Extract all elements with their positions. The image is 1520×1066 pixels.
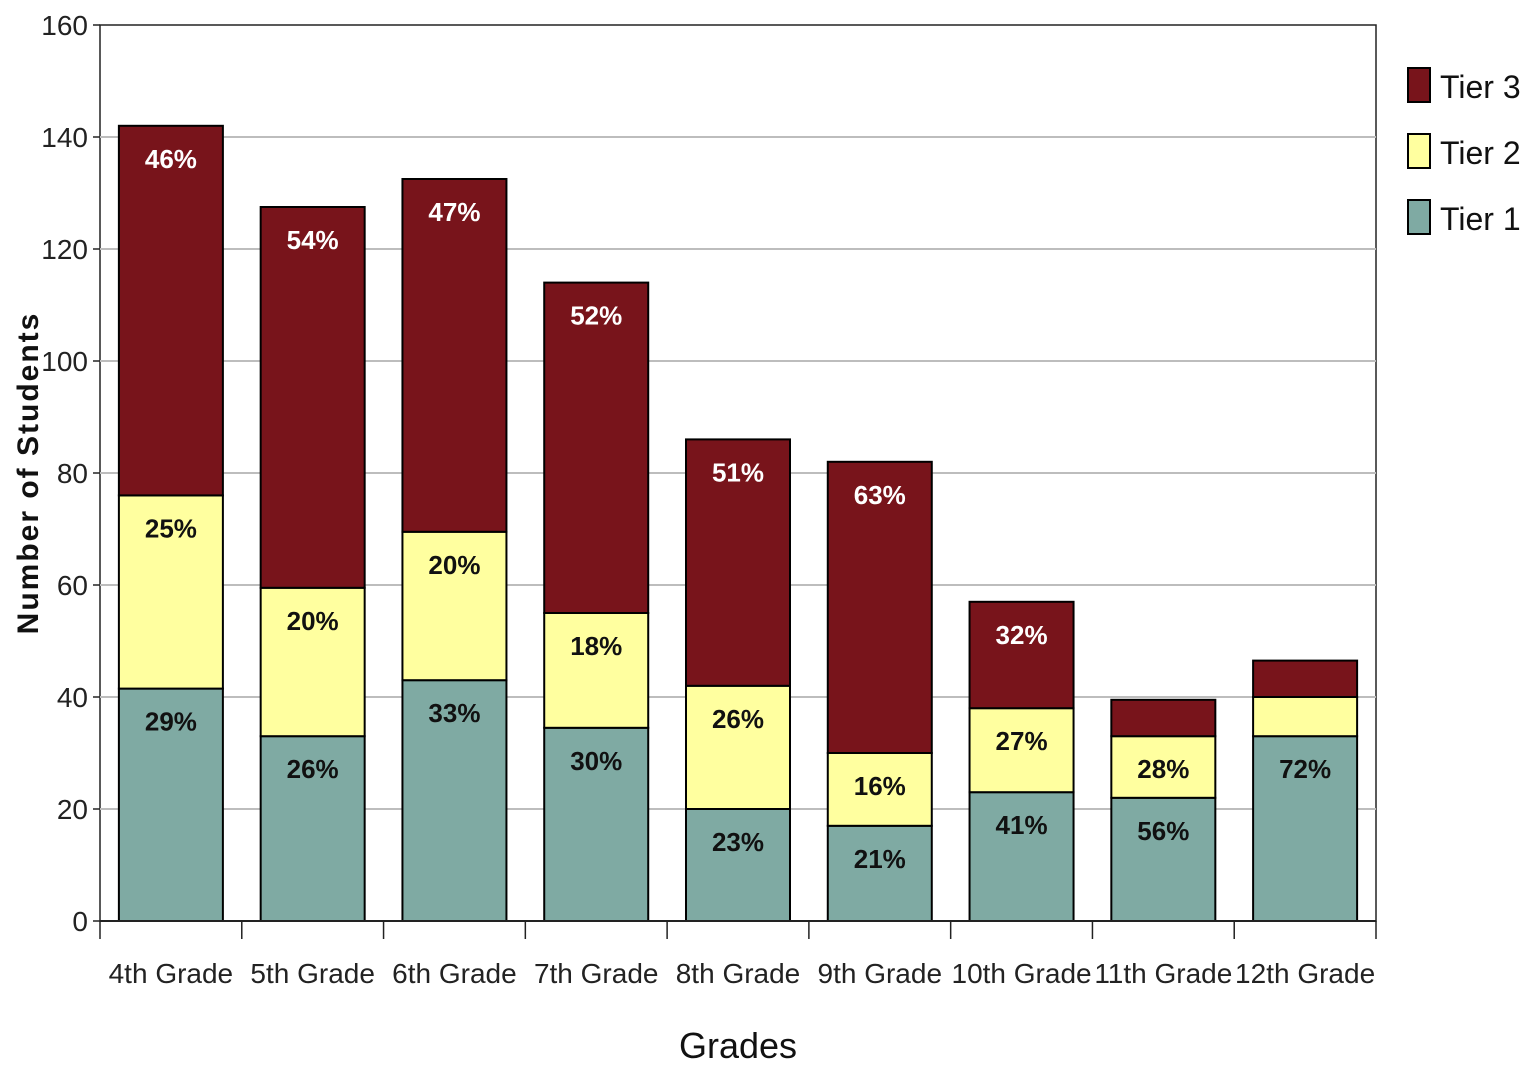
legend-swatch xyxy=(1407,67,1431,103)
bar-segment-tier-3 xyxy=(1110,698,1217,738)
bar-segment-tier-1 xyxy=(543,726,650,922)
bar-segment-tier-1 xyxy=(1110,796,1217,922)
legend-swatch xyxy=(1407,199,1431,235)
y-tick-label: 120 xyxy=(41,234,88,265)
x-tick-label: 4th Grade xyxy=(109,958,234,989)
data-label: 30% xyxy=(570,746,622,776)
bars xyxy=(117,124,1359,923)
data-label: 63% xyxy=(854,480,906,510)
x-tick-label: 12th Grade xyxy=(1235,958,1375,989)
data-label: 20% xyxy=(428,550,480,580)
data-label: 16% xyxy=(854,771,906,801)
x-tick-label: 5th Grade xyxy=(250,958,375,989)
y-tick-label: 160 xyxy=(41,10,88,41)
data-label: 32% xyxy=(996,620,1048,650)
data-label: 27% xyxy=(996,726,1048,756)
x-axis-title: Grades xyxy=(679,1025,797,1066)
data-label: 29% xyxy=(145,707,197,737)
bar-segment-tier-1 xyxy=(117,687,224,922)
x-tick-label: 7th Grade xyxy=(534,958,659,989)
bar-segment-tier-2 xyxy=(117,494,224,690)
data-label: 18% xyxy=(570,631,622,661)
data-label: 33% xyxy=(428,698,480,728)
x-tick-label: 9th Grade xyxy=(818,958,943,989)
data-label: 56% xyxy=(1137,816,1189,846)
data-label: 20% xyxy=(287,606,339,636)
y-tick-label: 60 xyxy=(57,570,88,601)
data-label: 26% xyxy=(712,704,764,734)
data-label: 72% xyxy=(1279,754,1331,784)
x-tick-label: 10th Grade xyxy=(952,958,1092,989)
bar-segment-tier-1 xyxy=(685,808,791,922)
data-label: 21% xyxy=(854,844,906,874)
bar-segment-tier-2 xyxy=(685,684,791,810)
y-tick-label: 0 xyxy=(72,906,88,937)
bar-segment-tier-2 xyxy=(826,752,933,827)
legend-swatch xyxy=(1407,133,1431,169)
bar-segment-tier-2 xyxy=(259,586,366,738)
bar-segment-tier-3 xyxy=(685,438,791,687)
bar-segment-tier-3 xyxy=(826,460,933,754)
bar-segment-tier-3 xyxy=(1252,659,1359,698)
bar-segment-tier-1 xyxy=(401,679,508,923)
bar-segment-tier-2 xyxy=(968,707,1075,794)
data-label: 41% xyxy=(996,810,1048,840)
bar-segment-tier-2 xyxy=(1110,735,1217,799)
y-tick-label: 140 xyxy=(41,122,88,153)
y-tick-label: 80 xyxy=(57,458,88,489)
bar-segment-tier-1 xyxy=(259,735,366,923)
data-label: 26% xyxy=(287,754,339,784)
bar-segment-tier-3 xyxy=(543,281,650,614)
data-label: 51% xyxy=(712,457,764,487)
bar-segment-tier-2 xyxy=(401,530,508,682)
data-labels: 29% 25% 46% 26% 20% 54% 33% 20% 47% 30% 18% 52% 23% 2… xyxy=(145,144,1331,874)
data-label: 25% xyxy=(145,513,197,543)
data-label: 23% xyxy=(712,827,764,857)
data-label: 28% xyxy=(1137,754,1189,784)
legend-label: Tier 2 xyxy=(1440,135,1520,171)
legend-label: Tier 3 xyxy=(1440,69,1520,105)
bar-segment-tier-3 xyxy=(117,124,224,497)
axes: 0 20 40 60 80 100 120 140 160 4th Grade 5th Grade 6… xyxy=(12,10,1377,1066)
x-tick-label: 8th Grade xyxy=(676,958,801,989)
data-label: 52% xyxy=(570,301,622,331)
y-tick-label: 100 xyxy=(41,346,88,377)
bar-segment-tier-2 xyxy=(1252,696,1359,738)
bar-segment-tier-3 xyxy=(401,178,508,533)
bar-segment-tier-1 xyxy=(826,824,933,922)
bar-segment-tier-3 xyxy=(968,600,1075,710)
y-axis-title: Number of Students xyxy=(12,312,45,635)
bar-segment-tier-3 xyxy=(259,206,366,589)
y-tick-label: 40 xyxy=(57,682,88,713)
data-label: 47% xyxy=(428,197,480,227)
x-tick-label: 6th Grade xyxy=(392,958,517,989)
data-label: 54% xyxy=(287,225,339,255)
legend-label: Tier 1 xyxy=(1440,201,1520,237)
data-label: 46% xyxy=(145,144,197,174)
legend: Tier 3 Tier 2 Tier 1 xyxy=(1407,67,1520,237)
y-tick-label: 20 xyxy=(57,794,88,825)
x-tick-label: 11th Grade xyxy=(1094,958,1232,989)
bar-segment-tier-2 xyxy=(543,612,650,729)
